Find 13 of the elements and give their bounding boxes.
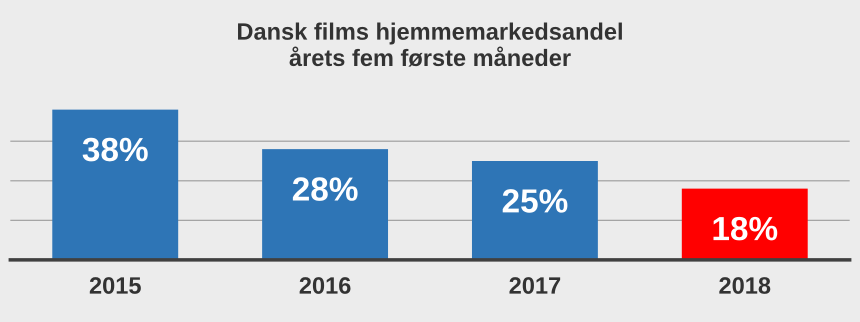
bar xyxy=(472,160,598,260)
bar xyxy=(682,188,808,260)
x-tick-label: 2015 xyxy=(90,277,141,294)
x-tick-label: 2017 xyxy=(509,277,560,294)
x-tick-label: 2016 xyxy=(300,277,350,294)
chart-title: Dansk films hjemmemarkedsandel årets fem første måneder xyxy=(238,22,622,67)
bar xyxy=(52,110,178,260)
data-label: 28% xyxy=(292,177,358,201)
data-label: 25% xyxy=(502,189,568,213)
bar xyxy=(262,149,388,260)
data-label: 18% xyxy=(714,216,778,240)
data-label: 38% xyxy=(82,138,148,162)
x-tick-label: 2018 xyxy=(719,277,770,294)
